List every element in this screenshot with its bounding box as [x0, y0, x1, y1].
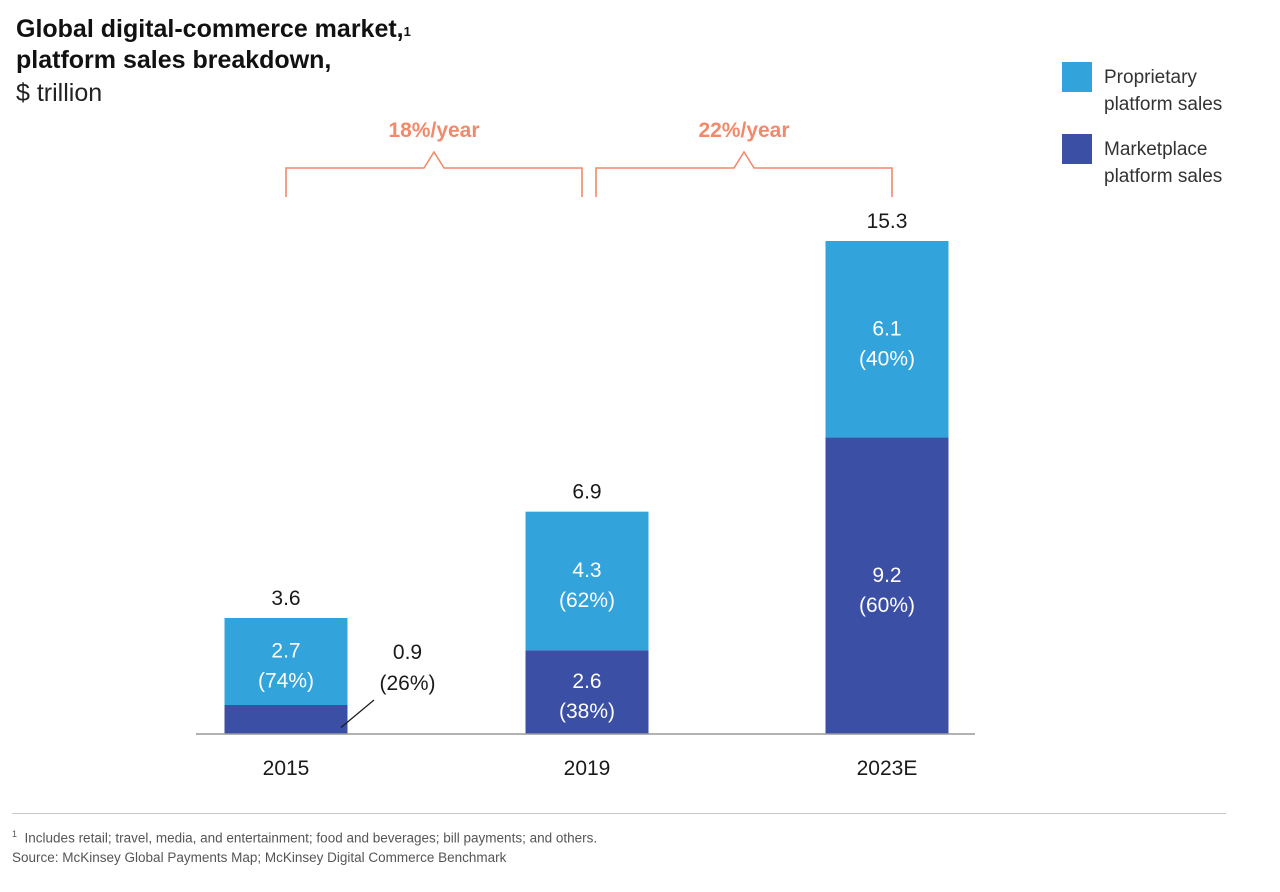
legend-label-proprietary-line1: Proprietary [1104, 67, 1197, 88]
growth-bracket-2 [595, 150, 893, 197]
growth-label-2: 22%/year [698, 119, 789, 142]
label-marketplace-pct-2015: (26%) [379, 672, 435, 695]
legend-swatch-marketplace [1062, 134, 1092, 164]
label-proprietary-value-2019: 4.3 [572, 559, 601, 582]
legend-label-proprietary: Proprietary platform sales [1104, 64, 1274, 118]
leader-line-2015 [340, 699, 375, 728]
x-tick-label-2015: 2015 [263, 757, 310, 780]
legend-swatch-proprietary [1062, 62, 1092, 92]
label-proprietary-pct-2019: (62%) [559, 589, 615, 612]
growth-label-1: 18%/year [388, 119, 479, 142]
legend-label-proprietary-line2: platform sales [1104, 94, 1223, 115]
label-marketplace-value-2019: 2.6 [572, 670, 601, 693]
chart-title: Global digital-commerce market,1 [16, 14, 411, 45]
footnote-block: 1 Includes retail; travel, media, and en… [12, 825, 597, 867]
x-tick-label-2023E: 2023E [857, 757, 918, 780]
label-total-2019: 6.9 [572, 481, 601, 504]
bar-proprietary-2015 [224, 618, 348, 705]
chart-title-line2: platform sales breakdown, [16, 46, 332, 74]
legend-label-marketplace: Marketplace platform sales [1104, 136, 1274, 190]
label-marketplace-pct-2019: (38%) [559, 700, 615, 723]
footnote-divider [12, 813, 1226, 814]
title-footnote-mark: 1 [403, 24, 411, 39]
label-proprietary-value-2015: 2.7 [271, 640, 300, 663]
footnote-mark: 1 [12, 829, 18, 839]
label-marketplace-pct-2023E: (60%) [859, 594, 915, 617]
legend-label-marketplace-line1: Marketplace [1104, 139, 1208, 160]
x-tick-label-2019: 2019 [564, 757, 611, 780]
footnote-text: 1 Includes retail; travel, media, and en… [12, 825, 597, 848]
label-proprietary-value-2023E: 6.1 [872, 317, 901, 340]
bar-marketplace-2015 [224, 705, 348, 734]
chart-title-line1: Global digital-commerce market, [16, 15, 404, 43]
bar-proprietary-2019 [525, 511, 649, 651]
label-marketplace-value-2023E: 9.2 [872, 564, 901, 587]
chart-title-block: Global digital-commerce market,1 platfor… [16, 14, 411, 109]
growth-bracket-1 [285, 150, 583, 197]
label-total-2023E: 15.3 [867, 210, 908, 233]
label-proprietary-pct-2023E: (40%) [859, 347, 915, 370]
bar-proprietary-2023E [825, 241, 949, 438]
label-total-2015: 3.6 [271, 587, 300, 610]
label-marketplace-value-2015: 0.9 [393, 641, 422, 664]
footnote-source: Source: McKinsey Global Payments Map; Mc… [12, 849, 507, 865]
chart-unit-subtitle: $ trillion [16, 79, 103, 107]
bar-marketplace-2019 [525, 650, 649, 734]
label-proprietary-pct-2015: (74%) [258, 670, 314, 693]
footnote-body: Includes retail; travel, media, and ente… [24, 830, 598, 846]
legend-label-marketplace-line2: platform sales [1104, 166, 1223, 187]
bar-marketplace-2023E [825, 437, 949, 734]
